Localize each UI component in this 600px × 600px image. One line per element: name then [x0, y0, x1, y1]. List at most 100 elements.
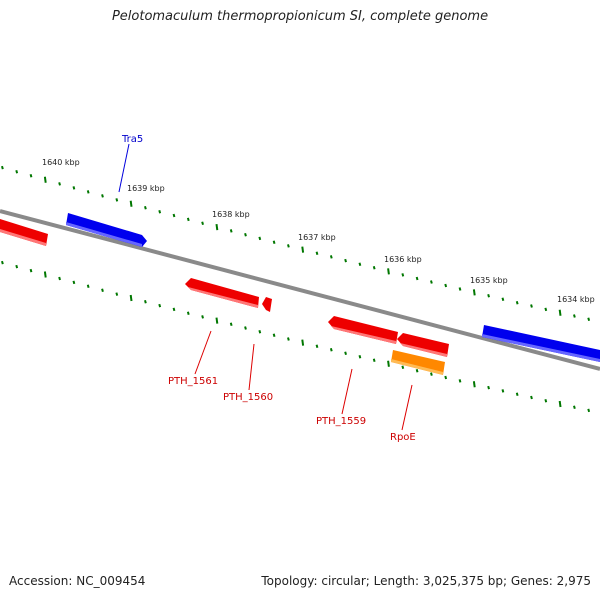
inner-tick-0 [1, 260, 4, 265]
outer-tick-17 [244, 232, 247, 237]
outer-tick-33 [472, 289, 476, 296]
gene-right-blue[interactable] [482, 325, 600, 362]
gene-pth-1559[interactable] [328, 316, 398, 344]
label-pth-1560: PTH_1560 [223, 392, 273, 403]
genome-backbone [0, 209, 600, 371]
outer-tick-13 [186, 217, 190, 222]
outer-tick-20 [287, 244, 290, 248]
gene-left-red[interactable] [0, 219, 48, 246]
outer-tick-9 [129, 200, 133, 207]
inner-tick-35 [501, 389, 505, 393]
inner-tick-33 [472, 381, 476, 388]
outer-tick-3 [43, 176, 47, 183]
scale-label-1638: 1638 kbp [212, 210, 250, 219]
outer-tick-10 [144, 206, 147, 210]
outer-tick-35 [501, 297, 505, 302]
outer-tick-2 [29, 174, 33, 178]
outer-tick-18 [258, 236, 262, 241]
gene-tra5[interactable] [66, 213, 147, 247]
gene-rpoe[interactable] [391, 350, 445, 375]
inner-tick-27 [387, 360, 390, 367]
map-title: Pelotomaculum thermopropionicum SI, comp… [111, 9, 489, 24]
leader-rpoe [401, 384, 413, 431]
label-pth-1561: PTH_1561 [168, 376, 218, 387]
inner-tick-15 [215, 317, 219, 324]
outer-tick-26 [372, 266, 376, 270]
inner-tick-34 [487, 385, 490, 390]
scale-label-1640: 1640 kbp [42, 158, 80, 167]
inner-tick-29 [415, 368, 419, 373]
outer-tick-27 [387, 268, 390, 275]
inner-tick-40 [573, 405, 576, 409]
outer-tick-36 [515, 300, 519, 305]
inner-tick-20 [287, 337, 290, 341]
inner-tick-36 [515, 392, 519, 396]
inner-tick-21 [301, 339, 305, 346]
outer-tick-38 [544, 307, 548, 312]
outer-tick-41 [587, 317, 591, 322]
inner-tick-8 [115, 292, 119, 296]
outer-tick-12 [172, 213, 176, 218]
inner-tick-11 [158, 303, 162, 308]
inner-tick-14 [201, 315, 204, 319]
inner-tick-28 [401, 365, 405, 369]
outer-tick-7 [101, 194, 104, 198]
inner-tick-10 [144, 300, 147, 304]
gene-pth-1560[interactable] [262, 297, 272, 312]
scale-label-1639: 1639 kbp [127, 184, 165, 193]
scale-label-1637: 1637 kbp [298, 233, 336, 242]
inner-tick-18 [258, 329, 262, 334]
leader-pth-1560 [248, 343, 255, 391]
outer-tick-30 [430, 280, 433, 284]
inner-tick-1 [15, 264, 19, 269]
inner-tick-37 [530, 395, 533, 400]
inner-tick-19 [272, 333, 276, 338]
outer-tick-23 [329, 255, 333, 259]
inner-tick-39 [558, 400, 562, 408]
inner-tick-4 [58, 276, 61, 281]
inner-tick-13 [186, 311, 190, 315]
leader-pth-1559 [341, 368, 353, 415]
outer-tick-25 [358, 262, 362, 266]
inner-tick-24 [344, 351, 347, 356]
outer-tick-11 [158, 209, 162, 214]
outer-scale-ticks [1, 165, 591, 322]
inner-tick-7 [101, 288, 104, 292]
outer-tick-37 [530, 304, 533, 308]
scale-label-1634: 1634 kbp [557, 295, 595, 304]
inner-tick-26 [372, 358, 376, 363]
outer-tick-32 [458, 287, 462, 291]
inner-tick-31 [444, 375, 448, 380]
outer-tick-16 [229, 229, 233, 233]
inner-tick-25 [358, 355, 362, 359]
scale-label-1635: 1635 kbp [470, 276, 508, 285]
outer-tick-4 [58, 182, 61, 186]
inner-tick-22 [315, 344, 319, 348]
label-pth-1559: PTH_1559 [316, 416, 366, 427]
gene-red-near-rpoe[interactable] [397, 333, 449, 357]
inner-tick-3 [43, 271, 47, 278]
inner-tick-23 [329, 347, 333, 352]
inner-scale-ticks [1, 260, 591, 413]
inner-tick-38 [544, 398, 548, 403]
label-tra5: Tra5 [121, 134, 143, 145]
outer-tick-14 [201, 221, 204, 226]
inner-tick-6 [86, 284, 90, 289]
outer-tick-24 [344, 258, 347, 263]
label-rpoe: RpoE [390, 432, 416, 443]
outer-tick-1 [15, 169, 19, 174]
inner-tick-30 [430, 372, 433, 376]
gene-pth-1561[interactable] [185, 278, 259, 308]
inner-tick-12 [172, 307, 176, 312]
leader-pth-1561 [194, 330, 212, 375]
inner-tick-41 [587, 408, 591, 413]
outer-tick-19 [272, 240, 276, 244]
accession-text: Accession: NC_009454 [9, 574, 146, 588]
inner-tick-16 [229, 322, 233, 327]
outer-tick-15 [215, 223, 219, 231]
outer-tick-6 [86, 190, 90, 194]
outer-tick-22 [315, 251, 319, 256]
outer-tick-0 [1, 165, 4, 170]
scale-label-1636: 1636 kbp [384, 255, 422, 264]
